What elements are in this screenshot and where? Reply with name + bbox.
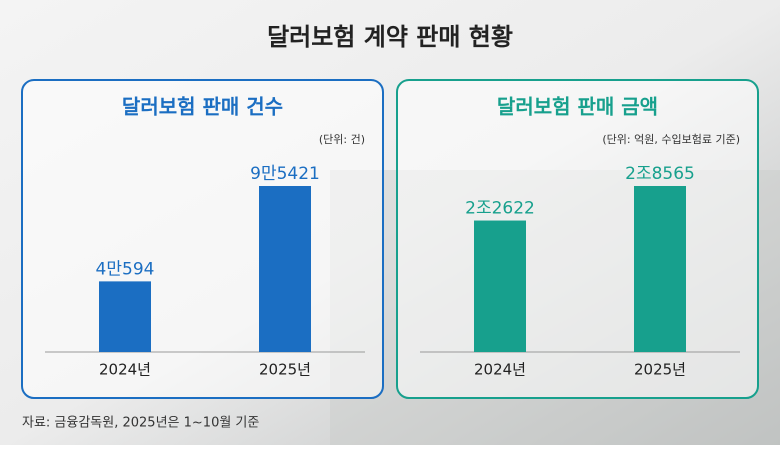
x-tick-label: 2025년 <box>634 361 686 379</box>
source: 자료: 금융감독원, 2025년은 1~10월 기준 <box>22 416 259 431</box>
value-label: 2조8565 <box>625 164 695 184</box>
unit-label: (단위: 건) <box>319 133 365 146</box>
value-label: 2조2622 <box>465 199 535 219</box>
bar <box>474 220 526 352</box>
value-label: 9만5421 <box>250 164 320 184</box>
value-label: 4만594 <box>96 259 155 279</box>
panel <box>21 79 384 399</box>
bar <box>634 186 686 352</box>
chart-title: 달러보험 판매 금액 <box>497 95 658 119</box>
panel <box>396 79 759 399</box>
x-tick-label: 2024년 <box>99 361 151 379</box>
page-title: 달러보험 계약 판매 현황 <box>267 23 513 51</box>
x-tick-label: 2025년 <box>259 361 311 379</box>
unit-label: (단위: 억원, 수입보험료 기준) <box>602 133 740 146</box>
x-tick-label: 2024년 <box>474 361 526 379</box>
bar <box>99 281 151 352</box>
bar <box>259 186 311 352</box>
chart-title: 달러보험 판매 건수 <box>122 95 283 119</box>
